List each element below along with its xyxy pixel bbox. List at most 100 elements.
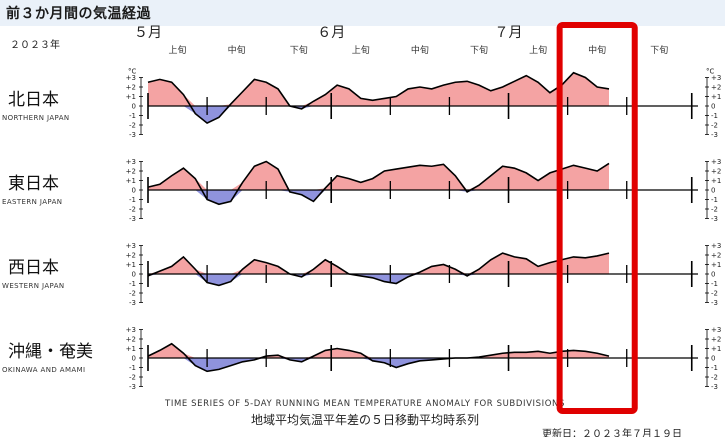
year-label: ２０２３年 [10, 38, 60, 51]
unit-label: °C [706, 68, 715, 76]
region-name-en: EASTERN JAPAN [2, 198, 62, 206]
y-tick-label: 0 [132, 355, 136, 363]
y-tick-label: +2 [126, 84, 136, 92]
y-tick-label: -2 [129, 290, 136, 298]
y-tick-label: -3 [711, 131, 718, 139]
highlight-box [556, 22, 638, 414]
updated-date: 更新日：２０２３年７月１９日 [542, 427, 682, 437]
y-tick-label: -2 [711, 122, 718, 130]
y-tick-label: -3 [129, 215, 136, 223]
region-name: 東日本 [8, 174, 59, 194]
region-name-en: NORTHERN JAPAN [2, 114, 70, 122]
y-tick-label: +2 [126, 168, 136, 176]
negative-anomaly-area [148, 106, 609, 124]
y-tick-label: +3 [126, 74, 136, 82]
y-tick-label: +1 [126, 93, 136, 101]
y-tick-label: +1 [126, 177, 136, 185]
y-tick-label: -2 [129, 122, 136, 130]
y-tick-label: 0 [711, 355, 715, 363]
y-tick-label: -3 [711, 215, 718, 223]
y-tick-label: 0 [132, 271, 136, 279]
y-tick-label: +3 [711, 242, 721, 250]
region-name: 北日本 [8, 90, 59, 110]
region-name: 沖縄・奄美 [8, 342, 93, 362]
region-name-en: OKINAWA AND AMAMI [2, 366, 86, 374]
title-bar [0, 0, 725, 26]
y-tick-label: 0 [711, 103, 715, 111]
anomaly-line [147, 252, 610, 287]
y-tick-label: +2 [711, 84, 721, 92]
y-tick-label: -1 [711, 280, 718, 288]
y-tick-label: +1 [126, 261, 136, 269]
y-tick-label: 0 [132, 187, 136, 195]
y-tick-label: -3 [711, 383, 718, 391]
y-tick-label: +2 [711, 336, 721, 344]
month-label: ７月 [495, 25, 523, 41]
y-tick-label: -2 [129, 206, 136, 214]
positive-anomaly-area [148, 72, 609, 106]
month-label: ５月 [134, 25, 162, 41]
y-tick-label: +1 [711, 261, 721, 269]
y-tick-label: -3 [711, 299, 718, 307]
period-label: 上旬 [352, 44, 370, 56]
y-tick-label: +3 [711, 326, 721, 334]
period-label: 下旬 [470, 44, 488, 56]
month-label: ６月 [317, 25, 345, 41]
y-tick-label: 0 [132, 103, 136, 111]
y-tick-label: -1 [129, 112, 136, 120]
period-label: 上旬 [529, 44, 547, 56]
footer-japanese-caption: 地域平均気温平年差の５日移動平均時系列 [251, 412, 479, 427]
period-label: 下旬 [650, 44, 668, 56]
y-tick-label: -1 [711, 196, 718, 204]
y-tick-label: -2 [129, 374, 136, 382]
period-label: 中旬 [411, 44, 429, 56]
y-tick-label: +3 [126, 326, 136, 334]
y-tick-label: -1 [129, 280, 136, 288]
footer-english-caption: TIME SERIES OF 5-DAY RUNNING MEAN TEMPER… [164, 399, 565, 409]
y-tick-label: +1 [711, 345, 721, 353]
negative-anomaly-area [148, 190, 609, 205]
y-tick-label: -2 [711, 374, 718, 382]
y-tick-label: +3 [711, 74, 721, 82]
y-tick-label: -1 [711, 112, 718, 120]
y-tick-label: +3 [126, 158, 136, 166]
y-tick-label: +1 [711, 93, 721, 101]
y-tick-label: 0 [711, 187, 715, 195]
anomaly-line [147, 160, 610, 206]
positive-anomaly-area [148, 253, 609, 274]
region-name-en: WESTERN JAPAN [2, 282, 65, 290]
page-title: 前３か月間の気温経過 [6, 6, 151, 22]
y-tick-label: -3 [129, 131, 136, 139]
y-tick-label: -3 [129, 299, 136, 307]
y-tick-label: -1 [711, 364, 718, 372]
y-tick-label: 0 [711, 271, 715, 279]
y-tick-label: -1 [129, 364, 136, 372]
anomaly-line [147, 71, 610, 125]
y-tick-label: -3 [129, 383, 136, 391]
y-tick-label: +3 [711, 158, 721, 166]
y-tick-label: -2 [711, 206, 718, 214]
positive-anomaly-area [148, 343, 609, 358]
y-tick-label: +1 [711, 177, 721, 185]
y-tick-label: +1 [126, 345, 136, 353]
period-label: 中旬 [588, 44, 606, 56]
y-tick-label: -2 [711, 290, 718, 298]
period-label: 下旬 [290, 44, 308, 56]
period-label: 上旬 [169, 44, 187, 56]
y-tick-label: +2 [711, 252, 721, 260]
y-tick-label: -1 [129, 196, 136, 204]
negative-anomaly-area [148, 274, 609, 286]
anomaly-line [147, 342, 610, 373]
unit-label: °C [128, 68, 137, 76]
negative-anomaly-area [148, 358, 609, 372]
region-name: 西日本 [8, 258, 59, 278]
y-tick-label: +2 [711, 168, 721, 176]
y-tick-label: +2 [126, 336, 136, 344]
